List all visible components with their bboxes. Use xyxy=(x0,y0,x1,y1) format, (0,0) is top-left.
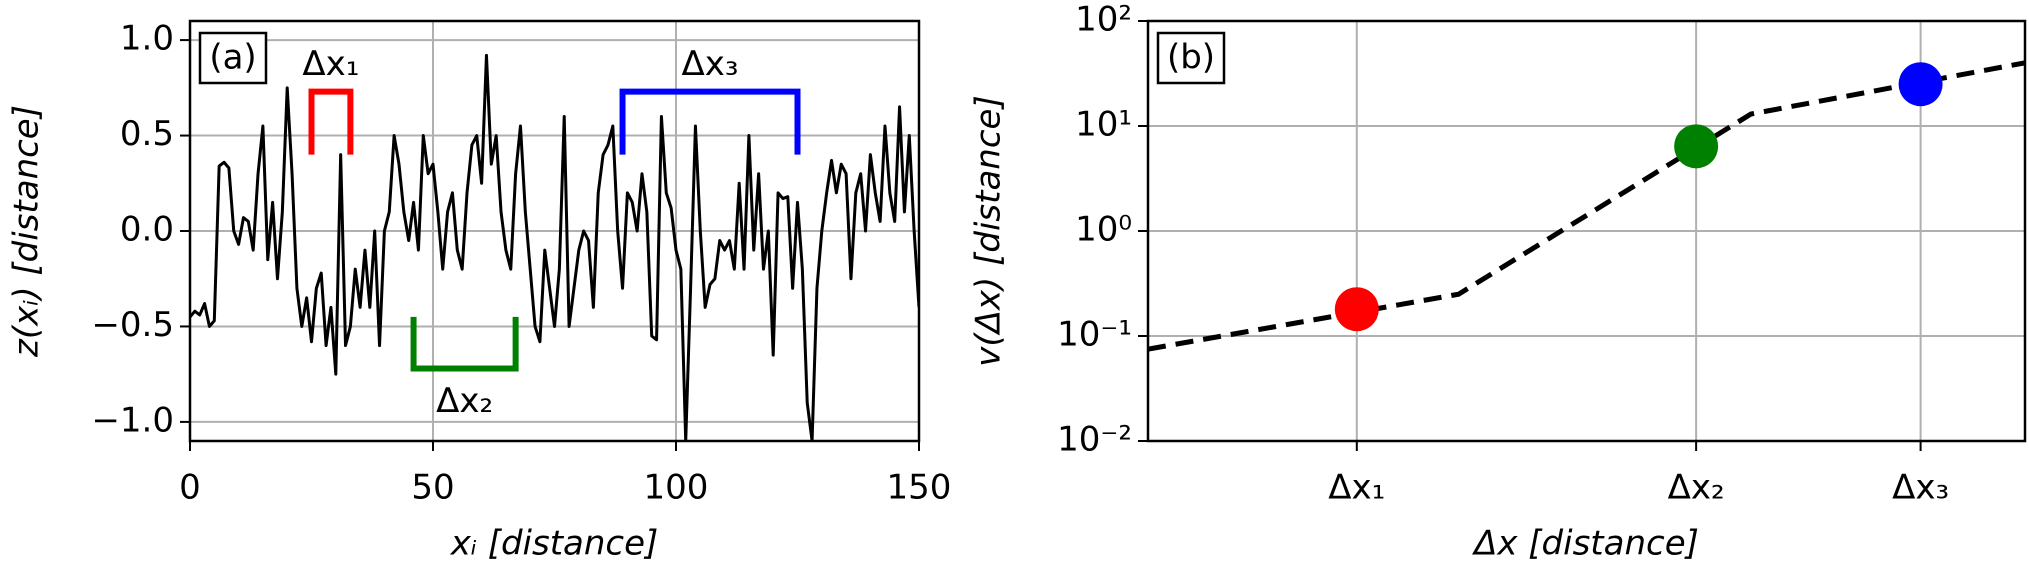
x-axis-label: Δx [distance] xyxy=(1471,524,1699,564)
x-axis-label: xᵢ [distance] xyxy=(450,524,659,564)
point xyxy=(1674,124,1719,169)
panel-label: (a) xyxy=(209,38,256,78)
x-tick-label: Δx₁ xyxy=(1328,468,1385,508)
annotation: Δx₃ xyxy=(682,44,739,84)
y-tick-label: 10¹ xyxy=(1075,105,1132,145)
lag-bracket xyxy=(308,88,354,155)
x-tick-label: 150 xyxy=(887,468,952,508)
panel: 0 50 100 150 −1.0 −0.5 0.0 0.5 1.0 Δx₁ Δx₂ Δx₃ (a) xᵢ… xyxy=(7,19,952,564)
y-axis-label: v(Δx) [distance] xyxy=(969,95,1009,366)
axes-frame xyxy=(188,19,921,443)
x-tick-label: Δx₃ xyxy=(1892,468,1949,508)
data-line xyxy=(190,53,919,441)
panel-label-box xyxy=(1156,31,1226,85)
y-tick-label: 10⁻² xyxy=(1057,420,1132,460)
panel-label-box xyxy=(198,31,268,85)
lag-bracket xyxy=(410,316,519,372)
y-tick-label: 10⁰ xyxy=(1075,210,1132,250)
lag-bracket xyxy=(619,88,801,155)
annotation: Δx₁ xyxy=(302,44,359,84)
dashed-line xyxy=(1148,60,2025,352)
x-tick-label: 0 xyxy=(179,468,201,508)
y-tick-label: 0.0 xyxy=(120,210,174,250)
x-tick-label: 100 xyxy=(644,468,709,508)
y-tick-label: 0.5 xyxy=(120,114,174,154)
y-axis-label: z(xᵢ) [distance] xyxy=(7,105,47,358)
y-tick-label: 10⁻¹ xyxy=(1057,315,1132,355)
axes-frame xyxy=(1146,19,2027,443)
point xyxy=(1898,62,1943,107)
x-tick-label: Δx₂ xyxy=(1668,468,1725,508)
y-tick-label: −1.0 xyxy=(91,400,174,440)
point xyxy=(1334,287,1379,332)
annotation: Δx₂ xyxy=(436,381,493,421)
y-tick-label: 10² xyxy=(1075,0,1132,40)
panel-label: (b) xyxy=(1167,38,1215,78)
panel: Δx₁ Δx₂ Δx₃ 10⁻² 10⁻¹ 10⁰ 10¹ 10² (b) Δx [distanc… xyxy=(969,0,2027,564)
y-tick-label: −0.5 xyxy=(91,305,174,345)
y-tick-label: 1.0 xyxy=(120,19,174,59)
x-tick-label: 50 xyxy=(411,468,454,508)
